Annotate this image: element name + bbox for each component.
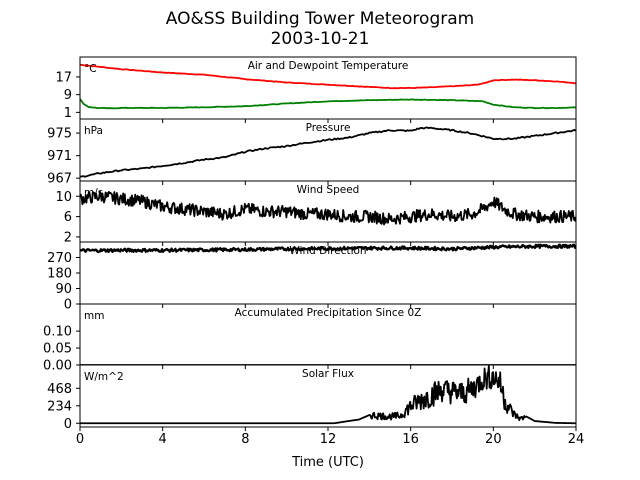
series-line-solar-flux (80, 365, 576, 425)
y-tick-label: 6 (64, 210, 72, 225)
series-line-dewpoint-temperature (80, 98, 576, 110)
x-tick-label: 0 (76, 432, 84, 447)
series-line-pressure (80, 126, 576, 178)
chart-subtitle: 2003-10-21 (271, 29, 370, 49)
panel-unit-label: mm (84, 310, 104, 322)
y-tick-label: 90 (55, 282, 72, 297)
panel-unit-label: W/m^2 (84, 371, 124, 383)
x-tick-label: 4 (159, 432, 167, 447)
panel-5: 0.00 0.05 0.10 mm Accumulated Precipitation … (43, 303, 577, 374)
chart-title: AO&SS Building Tower Meteorogram (166, 9, 474, 29)
x-tick-label: 16 (402, 432, 419, 447)
x-tick-label: 20 (485, 432, 502, 447)
y-tick-label: 0 (64, 417, 72, 432)
y-tick-label: 234 (47, 399, 72, 414)
panels-group: 1 9 17 °C Air and Dewpoint Temperature 967 971… (43, 56, 577, 432)
panel-unit-label: hPa (84, 125, 103, 137)
panel-title: Air and Dewpoint Temperature (248, 60, 409, 72)
y-tick-label: 180 (47, 267, 72, 282)
y-tick-label: 17 (55, 70, 72, 85)
y-tick-label: 967 (47, 172, 72, 187)
panel-title: Accumulated Precipitation Since 0Z (235, 307, 422, 319)
y-tick-label: 0.00 (43, 359, 72, 374)
y-tick-label: 2 (64, 230, 72, 245)
y-tick-label: 0.10 (43, 325, 72, 340)
y-tick-label: 0.05 (43, 342, 72, 357)
x-axis-label: Time (UTC) (291, 455, 364, 470)
series-line-air-temperature (80, 63, 576, 90)
panel-title: Wind Speed (297, 184, 360, 196)
y-tick-label: 468 (47, 382, 72, 397)
y-tick-label: 10 (55, 190, 72, 205)
panel-title: Solar Flux (302, 368, 354, 380)
x-tick-label: 8 (241, 432, 249, 447)
series-line-wind-direction (80, 243, 576, 254)
y-tick-label: 975 (47, 127, 72, 142)
x-tick-label: 24 (568, 432, 585, 447)
panel-3: 2 6 10 m/s Wind Speed (55, 180, 577, 246)
y-tick-label: 270 (47, 251, 72, 266)
panel-6: 0 234 468 W/m^2 Solar Flux (47, 364, 577, 432)
panel-unit-label: °C (84, 63, 97, 75)
y-tick-label: 0 (64, 298, 72, 313)
x-axis: 0 4 8 12 16 20 24 (76, 432, 584, 447)
panel-title: Pressure (306, 122, 351, 134)
panel-title: Wind Direction (289, 245, 366, 257)
y-tick-label: 971 (47, 149, 72, 164)
y-tick-label: 1 (64, 106, 72, 121)
panel-unit-label: m/s (84, 187, 103, 199)
y-tick-label: 9 (64, 88, 72, 103)
x-tick-label: 12 (320, 432, 337, 447)
panel-1: 1 9 17 °C Air and Dewpoint Temperature (55, 56, 577, 123)
series-line-wind-speed (80, 190, 576, 226)
panel-2: 967 971 975 hPa Pressure (47, 118, 577, 187)
